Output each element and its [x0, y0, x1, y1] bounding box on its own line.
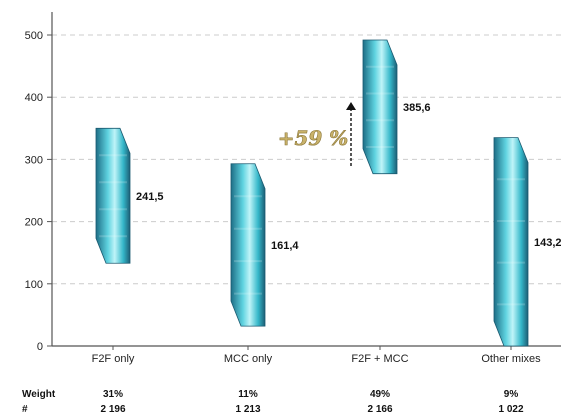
x-tick-label: F2F only [92, 353, 135, 365]
y-tick-label: 0 [37, 341, 43, 353]
footer-cell: 31% [103, 389, 123, 400]
y-tick-label: 200 [25, 217, 43, 229]
growth-arrowhead [346, 102, 356, 110]
footer-cell: 2 196 [100, 404, 125, 415]
gridlines [52, 34, 561, 285]
bars [95, 39, 529, 347]
bar-mcc-only [230, 163, 266, 327]
y-tick-label: 500 [25, 30, 43, 42]
growth-annotation: +59 % [277, 102, 356, 166]
bar-f2f-only [95, 127, 131, 264]
footer-table: Weight 31% 11% 49% 9% # 2 196 1 213 2 166 1 022 [22, 389, 524, 415]
footer-cell: 9% [504, 389, 519, 400]
bar-other-mixes [493, 137, 529, 347]
data-label: 161,4 [271, 240, 299, 252]
growth-label: +59 % [278, 126, 349, 150]
axes: 0 100 200 300 400 500 F2F only MCC only F2F + MC… [25, 12, 561, 365]
x-tick-label: MCC only [224, 353, 273, 365]
footer-cell: 2 166 [367, 404, 392, 415]
footer-cell: 1 022 [498, 404, 523, 415]
footer-cell: 11% [238, 389, 258, 400]
bar-f2f-mcc [362, 39, 398, 175]
y-tick-label: 400 [25, 92, 43, 104]
x-tick-label: Other mixes [481, 353, 541, 365]
y-tick-label: 300 [25, 154, 43, 166]
footer-row-label: Weight [22, 389, 56, 400]
data-label: 241,5 [136, 191, 164, 203]
data-label: 385,6 [403, 102, 431, 114]
data-label: 143,2 [534, 237, 561, 249]
footer-row-label: # [22, 404, 28, 415]
y-tick-label: 100 [25, 279, 43, 291]
footer-cell: 1 213 [235, 404, 260, 415]
footer-cell: 49% [370, 389, 390, 400]
x-tick-label: F2F + MCC [351, 353, 408, 365]
data-labels: 241,5 161,4 385,6 143,2 [136, 102, 561, 252]
